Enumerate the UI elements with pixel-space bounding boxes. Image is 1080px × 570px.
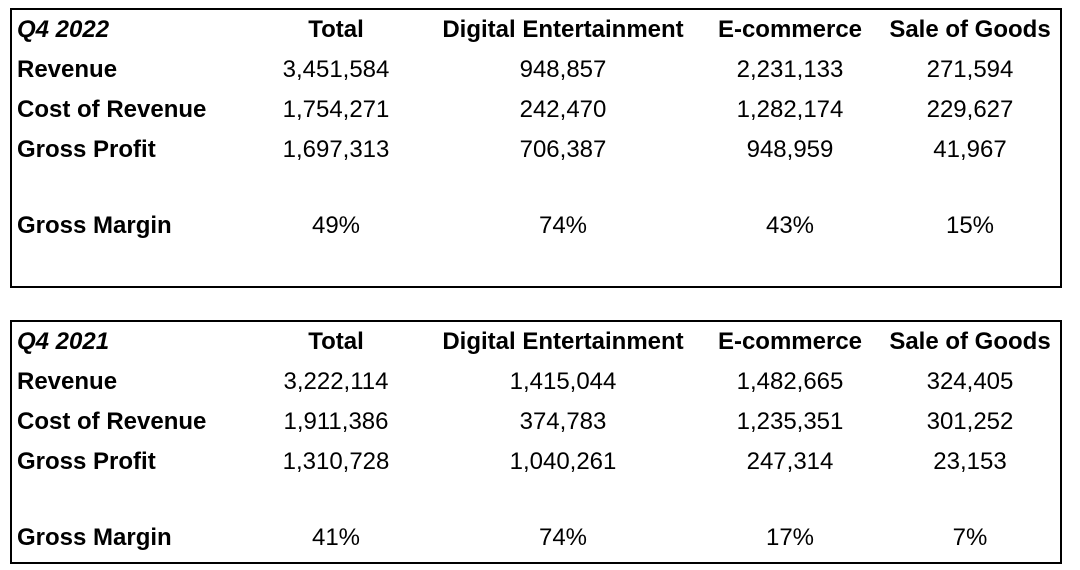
table-row-gross-profit: Gross Profit 1,697,313 706,387 948,959 4… xyxy=(12,130,1060,170)
cell-total: 3,451,584 xyxy=(282,56,390,83)
row-label: Revenue xyxy=(17,56,118,83)
row-label: Gross Profit xyxy=(17,448,156,475)
cell-e-commerce: 247,314 xyxy=(746,448,834,475)
cell-digital-entertainment: 1,040,261 xyxy=(509,448,617,475)
cell-e-commerce: 1,482,665 xyxy=(736,368,844,395)
q4-2022-table: Q4 2022 Total Digital Entertainment E-co… xyxy=(12,10,1060,246)
q4-2021-table: Q4 2021 Total Digital Entertainment E-co… xyxy=(12,322,1060,558)
row-label: Cost of Revenue xyxy=(17,408,207,435)
row-label: Gross Margin xyxy=(17,212,172,239)
table-header-row: Q4 2022 Total Digital Entertainment E-co… xyxy=(12,10,1060,50)
cell-sale-of-goods: 15% xyxy=(945,212,995,239)
table-header-row: Q4 2021 Total Digital Entertainment E-co… xyxy=(12,322,1060,362)
cell-digital-entertainment: 1,415,044 xyxy=(509,368,617,395)
cell-total: 1,697,313 xyxy=(282,136,390,163)
cell-sale-of-goods: 7% xyxy=(952,524,988,551)
table-title: Q4 2022 xyxy=(17,16,110,43)
table-row-gross-profit: Gross Profit 1,310,728 1,040,261 247,314… xyxy=(12,442,1060,482)
table-row-revenue: Revenue 3,451,584 948,857 2,231,133 271,… xyxy=(12,50,1060,90)
cell-total: 1,310,728 xyxy=(282,448,390,475)
cell-total: 49% xyxy=(311,212,361,239)
row-label: Cost of Revenue xyxy=(17,96,207,123)
cell-digital-entertainment: 242,470 xyxy=(519,96,607,123)
cell-total: 41% xyxy=(311,524,361,551)
cell-sale-of-goods: 301,252 xyxy=(926,408,1014,435)
table-row-cost-of-revenue: Cost of Revenue 1,911,386 374,783 1,235,… xyxy=(12,402,1060,442)
q4-2021-table-panel: Q4 2021 Total Digital Entertainment E-co… xyxy=(10,320,1062,564)
cell-sale-of-goods: 23,153 xyxy=(933,448,1007,475)
column-header-sale-of-goods: Sale of Goods xyxy=(889,16,1051,43)
column-header-e-commerce: E-commerce xyxy=(717,16,863,43)
cell-e-commerce: 2,231,133 xyxy=(736,56,844,83)
table-row-gross-margin: Gross Margin 41% 74% 17% 7% xyxy=(12,518,1060,558)
table-row-cost-of-revenue: Cost of Revenue 1,754,271 242,470 1,282,… xyxy=(12,90,1060,130)
spacer-row xyxy=(12,170,1060,206)
column-header-e-commerce: E-commerce xyxy=(717,328,863,355)
cell-e-commerce: 1,282,174 xyxy=(736,96,844,123)
column-header-total: Total xyxy=(308,328,364,355)
spacer-row xyxy=(12,482,1060,518)
cell-e-commerce: 1,235,351 xyxy=(736,408,844,435)
cell-sale-of-goods: 41,967 xyxy=(933,136,1007,163)
cell-total: 1,754,271 xyxy=(282,96,390,123)
table-row-gross-margin: Gross Margin 49% 74% 43% 15% xyxy=(12,206,1060,246)
table-title: Q4 2021 xyxy=(17,328,110,355)
cell-sale-of-goods: 271,594 xyxy=(926,56,1014,83)
cell-digital-entertainment: 706,387 xyxy=(519,136,607,163)
row-label: Gross Profit xyxy=(17,136,156,163)
table-row-revenue: Revenue 3,222,114 1,415,044 1,482,665 32… xyxy=(12,362,1060,402)
row-label: Revenue xyxy=(17,368,118,395)
column-header-digital-entertainment: Digital Entertainment xyxy=(442,328,684,355)
cell-sale-of-goods: 324,405 xyxy=(926,368,1014,395)
cell-e-commerce: 948,959 xyxy=(746,136,834,163)
column-header-total: Total xyxy=(308,16,364,43)
column-header-digital-entertainment: Digital Entertainment xyxy=(442,16,684,43)
row-label: Gross Margin xyxy=(17,524,172,551)
cell-digital-entertainment: 948,857 xyxy=(519,56,607,83)
cell-total: 1,911,386 xyxy=(283,408,389,435)
column-header-sale-of-goods: Sale of Goods xyxy=(889,328,1051,355)
q4-2022-table-panel: Q4 2022 Total Digital Entertainment E-co… xyxy=(10,8,1062,288)
cell-total: 3,222,114 xyxy=(283,368,389,395)
cell-e-commerce: 43% xyxy=(765,212,815,239)
cell-digital-entertainment: 74% xyxy=(538,212,588,239)
cell-digital-entertainment: 374,783 xyxy=(519,408,607,435)
cell-sale-of-goods: 229,627 xyxy=(926,96,1014,123)
cell-e-commerce: 17% xyxy=(765,524,815,551)
cell-digital-entertainment: 74% xyxy=(538,524,588,551)
